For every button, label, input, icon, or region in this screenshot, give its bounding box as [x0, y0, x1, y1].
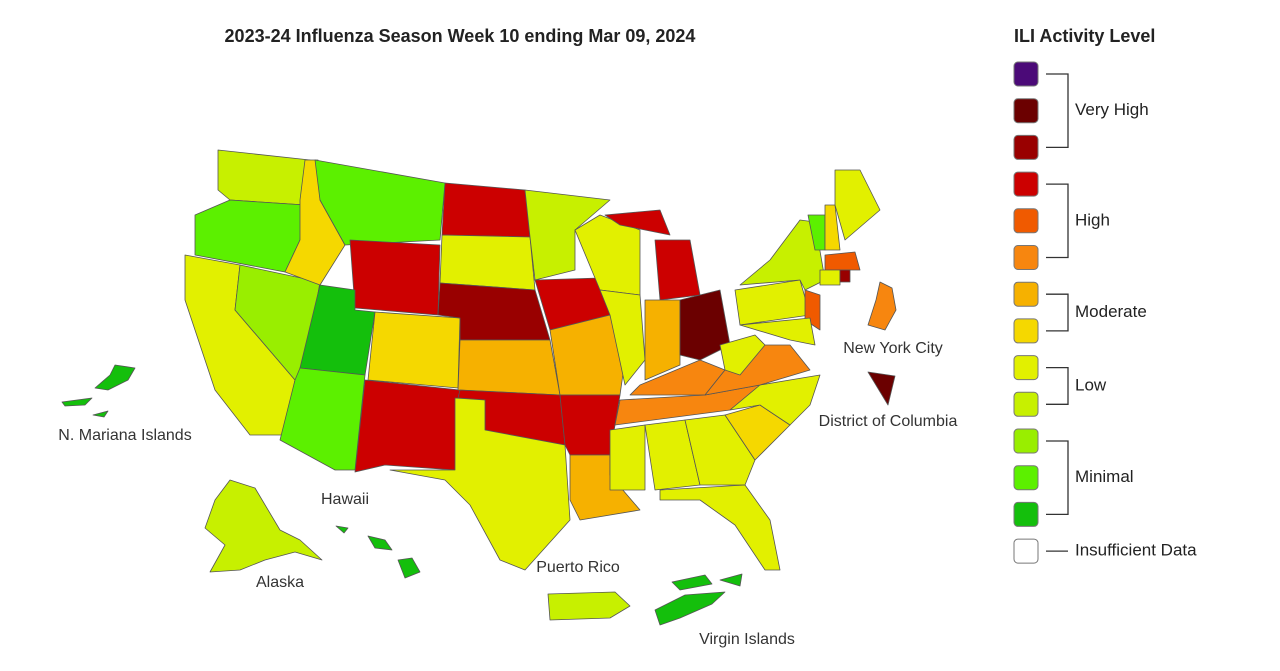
- state: [524, 189, 611, 281]
- legend-label: Insufficient Data: [1075, 541, 1197, 560]
- title: 2023-24 Influenza Season Week 10 ending …: [225, 26, 696, 46]
- state: [574, 214, 641, 296]
- state: [679, 289, 731, 361]
- legend-bracket: [1046, 440, 1069, 516]
- inset: [61, 397, 93, 407]
- inset: [547, 591, 631, 621]
- region-label: Hawaii: [321, 491, 369, 508]
- state: [739, 317, 816, 346]
- state: [279, 367, 366, 471]
- region-label: New York City: [843, 340, 943, 357]
- legend-swatch: [1013, 428, 1039, 454]
- legend-swatch: [1013, 208, 1039, 234]
- inset: [335, 525, 349, 534]
- state: [819, 269, 841, 286]
- legend-bracket: [1046, 293, 1069, 332]
- inset: [204, 479, 323, 573]
- us-map: [184, 149, 881, 571]
- inset: [92, 410, 109, 418]
- state: [824, 251, 861, 271]
- state: [734, 279, 811, 326]
- state: [599, 289, 646, 386]
- legend-swatch: [1013, 98, 1039, 124]
- state: [439, 234, 536, 291]
- inset: [397, 557, 421, 579]
- region-label: N. Mariana Islands: [58, 427, 191, 444]
- legend-swatch: [1013, 61, 1039, 87]
- legend-bracket: [1046, 366, 1069, 405]
- legend-label: Low: [1075, 375, 1107, 394]
- legend-swatch: [1013, 318, 1039, 344]
- legend-bracket: [1046, 183, 1069, 259]
- state: [659, 484, 781, 571]
- state: [839, 269, 851, 283]
- inset: [867, 281, 897, 331]
- state: [349, 239, 441, 316]
- map-labels: N. Mariana Islands Hawaii Alaska Puerto …: [58, 340, 957, 648]
- legend-label: Moderate: [1075, 302, 1147, 321]
- legend-swatch: [1013, 501, 1039, 527]
- inset: [367, 535, 393, 551]
- region-label: Puerto Rico: [536, 559, 620, 576]
- state: [684, 414, 756, 486]
- legend-swatch: [1013, 245, 1039, 270]
- state: [834, 169, 881, 241]
- state: [644, 299, 681, 381]
- state: [367, 311, 461, 389]
- legend-swatch: [1013, 538, 1039, 564]
- state: [549, 314, 626, 396]
- state: [739, 219, 826, 291]
- legend-label: High: [1075, 210, 1110, 229]
- state: [457, 339, 561, 396]
- state: [217, 149, 311, 206]
- inset: [867, 371, 896, 406]
- legend-label: Minimal: [1075, 467, 1134, 486]
- legend-swatch: [1013, 465, 1039, 491]
- legend-bracket: [1046, 73, 1069, 149]
- legend-swatch: [1013, 134, 1039, 160]
- legend-title: ILI Activity Level: [1014, 26, 1155, 46]
- state: [441, 182, 531, 238]
- inset: [671, 574, 713, 591]
- legend-swatch: [1013, 355, 1039, 381]
- legend-label: Very High: [1075, 100, 1149, 119]
- inset: [719, 573, 743, 587]
- inset: [654, 591, 726, 626]
- region-label: District of Columbia: [819, 413, 958, 430]
- legend-swatch: [1013, 171, 1039, 197]
- legend-swatch: [1013, 391, 1039, 417]
- state: [389, 397, 571, 571]
- insets: [61, 281, 897, 626]
- legend-swatch: [1013, 281, 1039, 307]
- state: [654, 239, 701, 301]
- state: [609, 424, 646, 491]
- state: [719, 334, 766, 376]
- legend: Very High High Moderate Low Minimal Insuffici…: [1013, 61, 1197, 564]
- inset: [94, 364, 136, 391]
- state: [824, 204, 841, 251]
- region-label: Alaska: [256, 574, 304, 591]
- state: [604, 209, 671, 236]
- region-label: Virgin Islands: [699, 631, 795, 648]
- state: [354, 379, 461, 473]
